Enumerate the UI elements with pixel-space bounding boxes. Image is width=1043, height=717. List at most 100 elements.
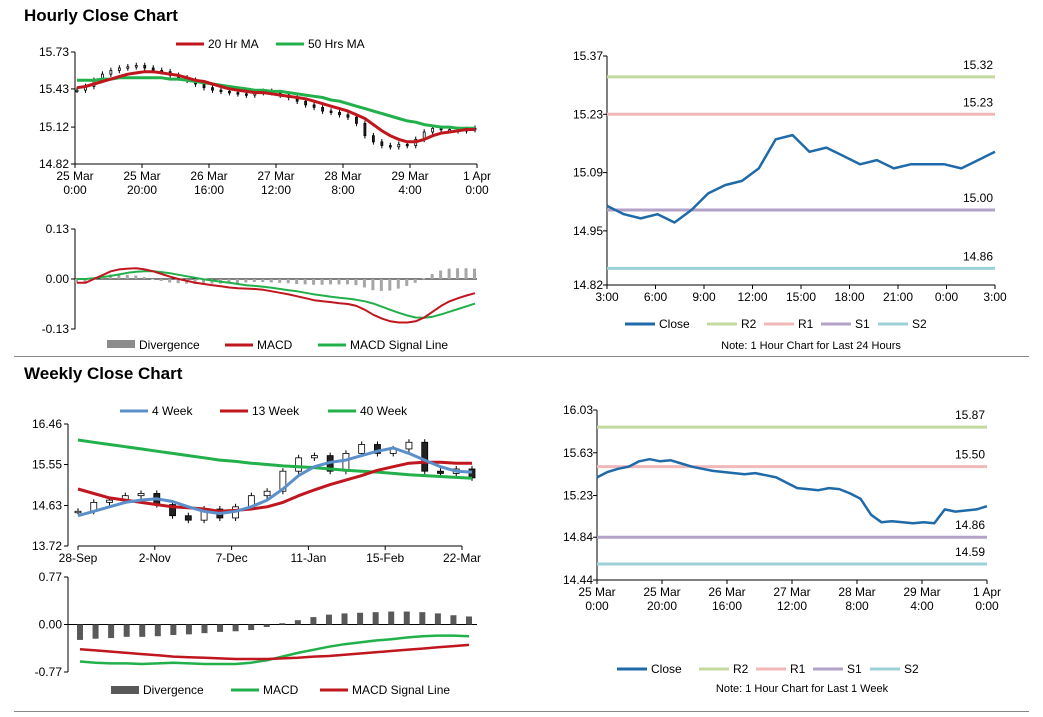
hourly-divergence-bar: [286, 279, 290, 284]
hourly-24h-x-tick-label: 0:00: [935, 290, 959, 304]
weekly-1w-x-tick-label: 1 Apr: [973, 585, 1001, 599]
weekly-divergence-bar: [92, 624, 99, 639]
hourly-divergence-bar: [278, 279, 282, 283]
weekly-1w-x-tick-label: 29 Mar: [903, 585, 940, 599]
hourly-macd-line: [77, 267, 476, 324]
weekly-divergence-bar: [388, 611, 395, 625]
hourly-ma-candle: [228, 90, 231, 94]
hourly-divergence-bar: [430, 274, 434, 279]
weekly-ma-candle: [310, 455, 318, 459]
weekly-divergence-bar: [232, 624, 239, 632]
weekly-1w-x-tick-label: 0:00: [975, 599, 999, 613]
weekly-legend-macd-label: MACD: [263, 683, 299, 697]
weekly-divergence-bar: [185, 624, 192, 635]
weekly-divergence-bar: [170, 624, 177, 635]
hourly-24h-level-label-r1: 15.23: [963, 95, 993, 109]
hourly-divergence-bar: [371, 279, 375, 291]
weekly-divergence-bar: [154, 624, 161, 637]
weekly-divergence-bar: [419, 612, 426, 625]
hourly-ma-x-tick-label: 27 Mar: [257, 169, 294, 183]
weekly-divergence-bar: [201, 624, 208, 634]
hourly-ma-x-tick-label: 8:00: [331, 183, 355, 197]
hourly-divergence-bar: [227, 279, 231, 284]
weekly-1w-legend-r1-label: R1: [790, 662, 806, 676]
hourly-divergence-bar: [329, 279, 333, 285]
hourly-divergence-bar: [456, 268, 460, 279]
hourly-ma-y-tick-label: 15.12: [39, 120, 69, 134]
hourly-divergence-bar: [413, 279, 417, 283]
hourly-divergence-bar: [396, 279, 400, 289]
hourly-ma-candle: [75, 89, 79, 93]
weekly-legend-13w-label: 13 Week: [252, 404, 300, 418]
weekly-1w-x-tick-label: 4:00: [910, 599, 934, 613]
weekly-divergence-bar: [450, 615, 457, 625]
weekly-1w-x-tick-label: 8:00: [845, 599, 869, 613]
weekly-1w-y-tick-label: 15.63: [563, 446, 593, 460]
hourly-24h-y-tick-label: 14.95: [573, 224, 603, 238]
weekly-macd-y-tick-label: -0.77: [35, 665, 63, 679]
hourly-divergence-bar: [337, 279, 341, 285]
hourly-ma-candle: [109, 70, 113, 75]
weekly-ma-candle: [405, 441, 413, 450]
weekly-ma-x-tick-label: 22-Mar: [443, 551, 481, 565]
weekly-legend-4w-label: 4 Week: [152, 404, 193, 418]
hourly-divergence-bar: [244, 279, 248, 283]
weekly-macd-y-tick-label: 0.00: [39, 618, 63, 632]
weekly-legend-40w-label: 40 Week: [360, 404, 408, 418]
hourly-divergence-bar: [354, 279, 358, 286]
weekly-ma-candle: [358, 444, 366, 454]
hourly-ma-candle: [126, 66, 130, 69]
hourly-ma-x-tick-label: 25 Mar: [56, 169, 93, 183]
weekly-1w-y-tick-label: 14.84: [563, 530, 593, 544]
hourly-ma-candle: [338, 111, 341, 116]
weekly-divergence-bar: [279, 623, 286, 625]
hourly-ma20-line: [76, 70, 475, 144]
hourly-ma-candle: [143, 65, 147, 69]
hourly-divergence-bar: [202, 279, 206, 284]
weekly-divergence-bar: [263, 624, 270, 627]
hourly-divergence-bar: [75, 279, 78, 283]
hourly-24h-legend-r1-label: R1: [798, 317, 814, 331]
weekly-divergence-bar: [466, 616, 472, 625]
hourly-legend-ma50-label: 50 Hrs MA: [308, 37, 365, 51]
weekly-1w-x-tick-label: 0:00: [585, 599, 609, 613]
weekly-ma-candle: [74, 510, 82, 514]
hourly-24h-x-tick-label: 21:00: [883, 290, 913, 304]
hourly-ma-candle: [397, 143, 401, 148]
weekly-ma-candle: [184, 515, 192, 521]
hourly-divergence-bar: [117, 274, 121, 279]
weekly-divergence-bar: [123, 624, 130, 637]
hourly-divergence-bar: [473, 268, 476, 279]
hourly-ma-candle: [355, 116, 358, 124]
weekly-1w-legend-s2-label: S2: [904, 662, 919, 676]
hourly-ma-x-tick-label: 26 Mar: [190, 169, 227, 183]
weekly-1w-legend-close-label: Close: [651, 662, 682, 676]
hourly-divergence-bar: [134, 275, 138, 279]
hourly-24h-x-tick-label: 12:00: [737, 290, 767, 304]
hourly-24h-x-tick-label: 15:00: [786, 290, 816, 304]
hourly-divergence-bar: [422, 278, 426, 280]
weekly-1w-y-tick-label: 14.44: [563, 573, 593, 587]
hourly-24h-y-tick-label: 15.09: [573, 166, 603, 180]
hourly-ma-candle: [321, 106, 324, 112]
hourly-ma-x-tick-label: 20:00: [127, 183, 157, 197]
weekly-ma-x-tick-label: 11-Jan: [290, 551, 326, 565]
hourly-24h-y-tick-label: 15.23: [573, 107, 603, 121]
weekly-1w-x-tick-label: 20:00: [647, 599, 677, 613]
hourly-ma-candle: [405, 143, 409, 147]
weekly-divergence-bar: [139, 624, 146, 637]
hourly-divergence-bar: [405, 279, 409, 286]
hourly-legend-macd-label: MACD: [257, 338, 293, 352]
hourly-ma-candle: [219, 89, 223, 93]
hourly-ma-candle: [211, 87, 214, 91]
hourly-divergence-bar: [125, 274, 129, 279]
weekly-1w-close-line: [596, 457, 988, 525]
weekly-divergence-bar: [325, 614, 332, 625]
hourly-divergence-bar: [464, 268, 468, 279]
hourly-ma-candle: [134, 65, 138, 68]
hourly-legend-signal-label: MACD Signal Line: [350, 338, 448, 352]
hourly-ma-x-tick-label: 16:00: [194, 183, 224, 197]
hourly-divergence-bar: [168, 279, 172, 283]
hourly-divergence-bar: [447, 268, 451, 279]
weekly-ma13-line: [77, 460, 472, 513]
